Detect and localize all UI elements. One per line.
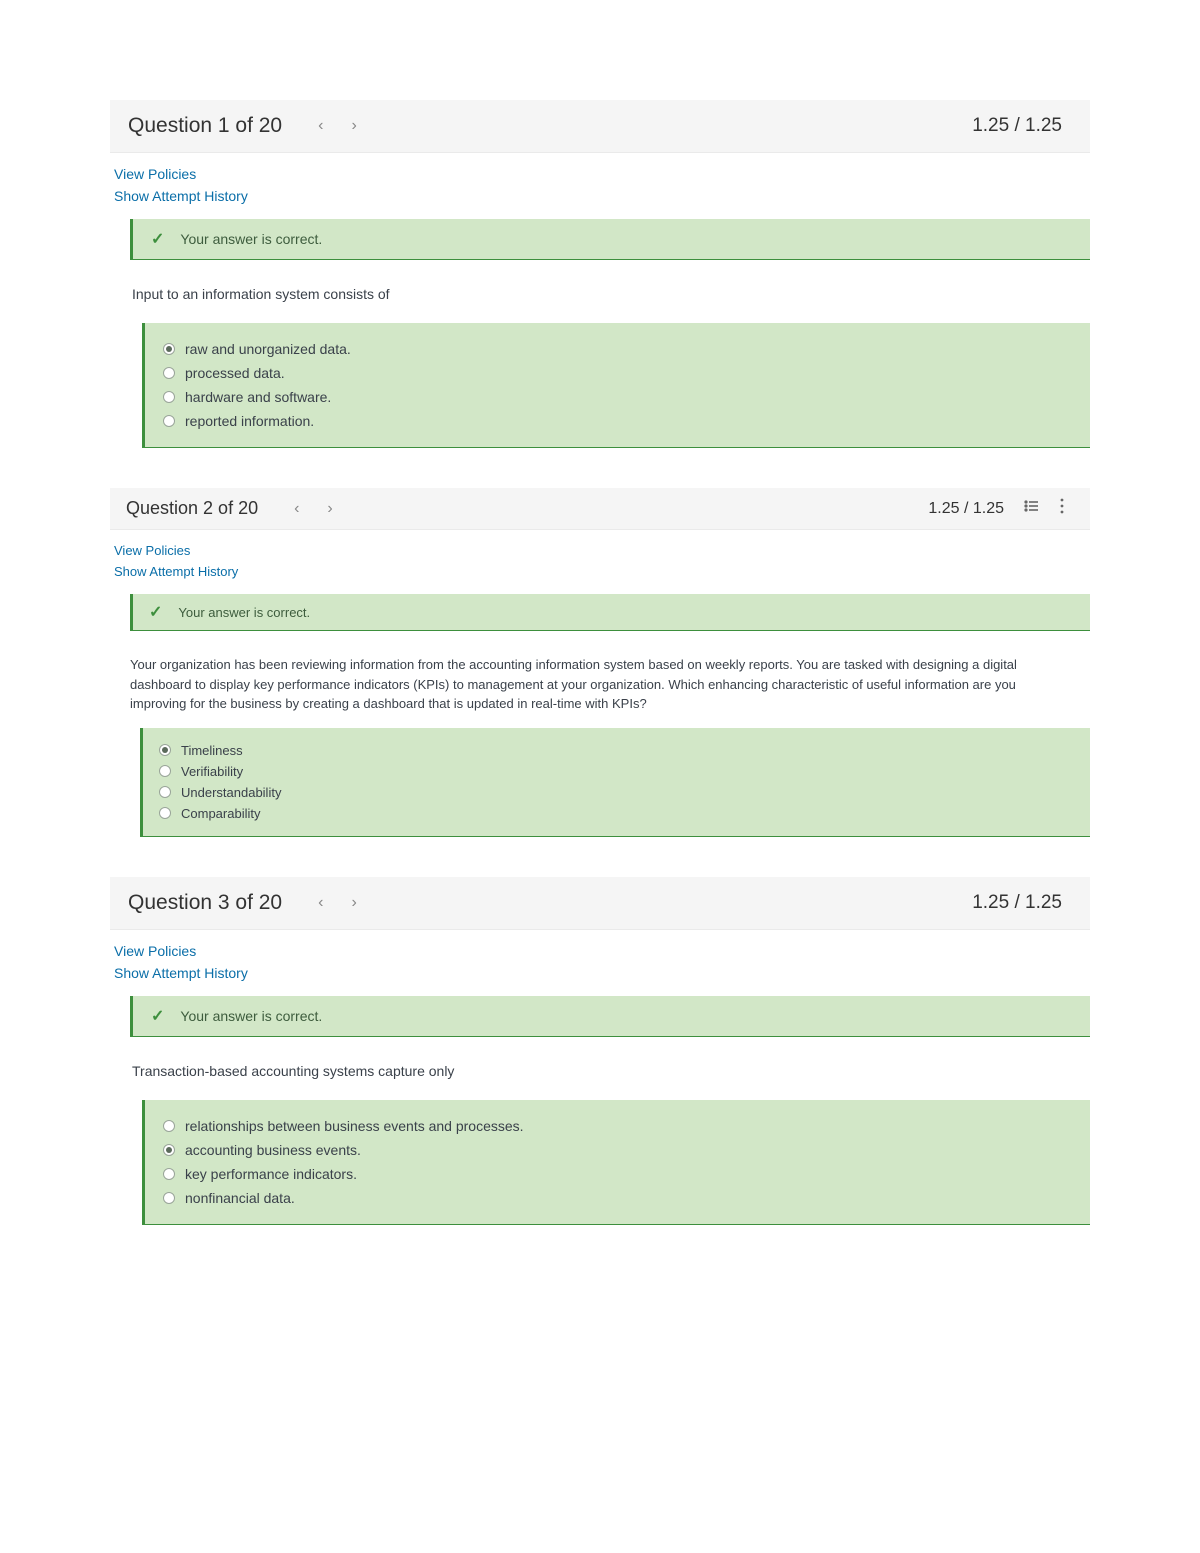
answer-option[interactable]: Timeliness: [159, 740, 1074, 761]
show-attempt-history-link[interactable]: Show Attempt History: [110, 561, 1090, 582]
question-card: Question 1 of 20 ‹ › 1.25 / 1.25 View Po…: [110, 100, 1090, 448]
answer-option[interactable]: Verifiability: [159, 761, 1074, 782]
question-score: 1.25 / 1.25: [928, 500, 1004, 518]
question-score: 1.25 / 1.25: [972, 115, 1062, 137]
radio-icon: [163, 1144, 175, 1156]
question-header: Question 3 of 20 ‹ › 1.25 / 1.25: [110, 877, 1090, 930]
radio-icon: [159, 807, 171, 819]
question-score: 1.25 / 1.25: [972, 892, 1062, 914]
answer-option[interactable]: hardware and software.: [163, 385, 1072, 409]
answer-option[interactable]: nonfinancial data.: [163, 1186, 1072, 1210]
radio-icon: [159, 765, 171, 777]
prev-question-button[interactable]: ‹: [304, 894, 337, 912]
page: Question 1 of 20 ‹ › 1.25 / 1.25 View Po…: [0, 0, 1200, 1345]
answer-label: hardware and software.: [185, 389, 331, 405]
correct-banner: ✓ Your answer is correct.: [130, 219, 1090, 260]
check-icon: ✓: [149, 602, 162, 622]
radio-icon: [163, 1168, 175, 1180]
question-header: Question 1 of 20 ‹ › 1.25 / 1.25: [110, 100, 1090, 153]
question-links: View Policies Show Attempt History: [110, 530, 1090, 588]
answer-label: reported information.: [185, 413, 314, 429]
question-prompt: Input to an information system consists …: [110, 278, 1090, 323]
check-icon: ✓: [151, 1006, 164, 1026]
question-links: View Policies Show Attempt History: [110, 930, 1090, 990]
correct-banner-text: Your answer is correct.: [180, 1008, 322, 1024]
radio-icon: [163, 1192, 175, 1204]
correct-banner: ✓ Your answer is correct.: [130, 594, 1090, 631]
answer-option[interactable]: key performance indicators.: [163, 1162, 1072, 1186]
answer-label: key performance indicators.: [185, 1166, 357, 1182]
question-card: Question 2 of 20 ‹ › 1.25 / 1.25: [110, 488, 1090, 837]
radio-icon: [163, 391, 175, 403]
correct-banner-text: Your answer is correct.: [178, 605, 310, 620]
answer-option[interactable]: raw and unorganized data.: [163, 337, 1072, 361]
answers-box: raw and unorganized data. processed data…: [142, 323, 1090, 448]
radio-icon: [163, 367, 175, 379]
question-links: View Policies Show Attempt History: [110, 153, 1090, 213]
question-title: Question 2 of 20: [126, 498, 258, 519]
answer-label: accounting business events.: [185, 1142, 361, 1158]
answer-label: relationships between business events an…: [185, 1118, 524, 1134]
answer-label: raw and unorganized data.: [185, 341, 351, 357]
more-icon[interactable]: [1050, 498, 1074, 519]
answer-option[interactable]: reported information.: [163, 409, 1072, 433]
prev-question-button[interactable]: ‹: [304, 117, 337, 135]
next-question-button[interactable]: ›: [313, 500, 346, 518]
answer-option[interactable]: relationships between business events an…: [163, 1114, 1072, 1138]
answer-label: Verifiability: [181, 764, 243, 779]
radio-icon: [163, 1120, 175, 1132]
answer-label: processed data.: [185, 365, 285, 381]
list-icon[interactable]: [1014, 498, 1050, 519]
view-policies-link[interactable]: View Policies: [110, 540, 1090, 561]
show-attempt-history-link[interactable]: Show Attempt History: [110, 962, 1090, 984]
radio-icon: [159, 744, 171, 756]
answer-label: Understandability: [181, 785, 281, 800]
answer-option[interactable]: Understandability: [159, 782, 1074, 803]
answer-option[interactable]: processed data.: [163, 361, 1072, 385]
next-question-button[interactable]: ›: [337, 117, 370, 135]
radio-icon: [163, 343, 175, 355]
question-title: Question 3 of 20: [128, 891, 282, 915]
question-prompt: Your organization has been reviewing inf…: [110, 649, 1090, 728]
answer-label: Timeliness: [181, 743, 243, 758]
answer-option[interactable]: Comparability: [159, 803, 1074, 824]
answers-box: relationships between business events an…: [142, 1100, 1090, 1225]
view-policies-link[interactable]: View Policies: [110, 163, 1090, 185]
correct-banner: ✓ Your answer is correct.: [130, 996, 1090, 1037]
answer-option[interactable]: accounting business events.: [163, 1138, 1072, 1162]
radio-icon: [159, 786, 171, 798]
question-title: Question 1 of 20: [128, 114, 282, 138]
correct-banner-text: Your answer is correct.: [180, 231, 322, 247]
answer-label: nonfinancial data.: [185, 1190, 295, 1206]
question-header: Question 2 of 20 ‹ › 1.25 / 1.25: [110, 488, 1090, 530]
check-icon: ✓: [151, 229, 164, 249]
answer-label: Comparability: [181, 806, 260, 821]
radio-icon: [163, 415, 175, 427]
question-prompt: Transaction-based accounting systems cap…: [110, 1055, 1090, 1100]
next-question-button[interactable]: ›: [337, 894, 370, 912]
show-attempt-history-link[interactable]: Show Attempt History: [110, 185, 1090, 207]
view-policies-link[interactable]: View Policies: [110, 940, 1090, 962]
question-card: Question 3 of 20 ‹ › 1.25 / 1.25 View Po…: [110, 877, 1090, 1225]
prev-question-button[interactable]: ‹: [280, 500, 313, 518]
answers-box: Timeliness Verifiability Understandabili…: [140, 728, 1090, 837]
